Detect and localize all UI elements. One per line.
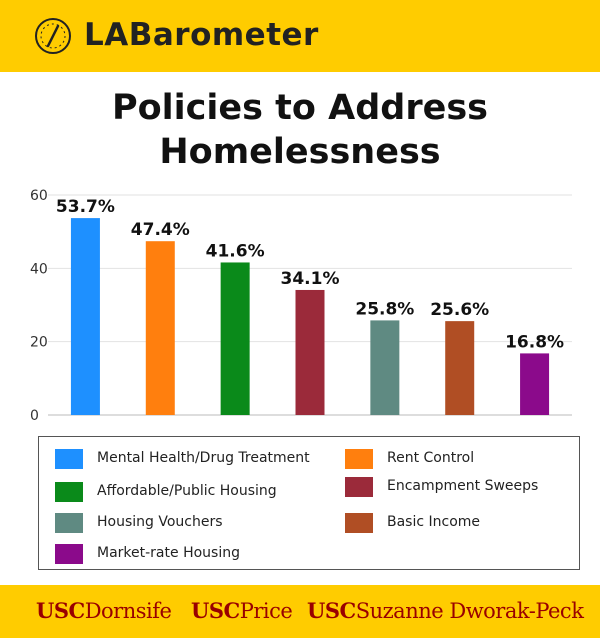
data-label: 25.8% — [355, 299, 414, 319]
legend-label: Market-rate Housing — [97, 545, 240, 561]
data-label: 25.6% — [430, 300, 489, 320]
legend-label: Housing Vouchers — [97, 514, 223, 530]
legend-label: Mental Health/Drug Treatment — [97, 450, 310, 466]
school-prefix: USC — [191, 598, 240, 623]
bar-chart: 0 20 40 60 53.7% 47.4% 41.6% 34.1% 25.8% 25.6% 16… — [30, 188, 572, 420]
school-prefix: USC — [307, 598, 356, 623]
bar-housing-vouchers — [370, 320, 400, 415]
footer-bar: USCDornsife USCPrice USCSuzanne Dworak-P… — [0, 585, 600, 638]
legend-swatch — [55, 513, 83, 533]
bar-basic-income — [445, 321, 475, 415]
data-label: 47.4% — [131, 220, 190, 240]
footer-school-dworak-peck[interactable]: USCSuzanne Dworak-Peck — [307, 598, 584, 623]
chart-title-line-2: Homelessness — [159, 132, 441, 172]
bar-mental-health-drug-treatment — [70, 218, 100, 415]
legend-swatch — [345, 449, 373, 469]
bar-affordable-public-housing — [220, 262, 250, 415]
y-tick-label: 60 — [30, 188, 48, 204]
data-label: 16.8% — [505, 332, 564, 352]
legend-label: Encampment Sweeps — [387, 478, 539, 494]
bar-market-rate-housing — [520, 353, 550, 415]
school-name: Suzanne Dworak-Peck — [355, 599, 584, 623]
school-name: Price — [239, 599, 293, 623]
header-bar: LABarometer — [0, 0, 600, 72]
y-tick-label: 0 — [30, 408, 39, 420]
chart-title-line-1: Policies to Address — [111, 88, 488, 128]
school-name: Dornsife — [84, 599, 172, 623]
school-prefix: USC — [36, 598, 85, 623]
legend-swatch — [345, 513, 373, 533]
legend-swatch — [55, 544, 83, 564]
bar-encampment-sweeps — [295, 289, 325, 415]
data-label: 41.6% — [206, 241, 265, 261]
footer-school-dornsife[interactable]: USCDornsife — [36, 598, 172, 623]
legend-swatch — [55, 449, 83, 469]
brand-name: LABarometer — [84, 17, 319, 53]
data-label: 53.7% — [56, 197, 115, 217]
footer-school-price[interactable]: USCPrice — [191, 598, 293, 623]
chart-title: Policies to Address Homelessness — [0, 86, 600, 174]
compass-icon — [35, 18, 71, 54]
y-tick-label: 20 — [30, 335, 48, 351]
legend-label: Basic Income — [387, 514, 481, 530]
legend-swatch — [55, 482, 83, 502]
y-tick-label: 40 — [30, 261, 48, 277]
legend-label: Affordable/Public Housing — [97, 483, 277, 499]
chart-legend: Mental Health/Drug Treatment Rent Control… — [38, 436, 580, 570]
data-label: 34.1% — [281, 269, 340, 289]
bar-rent-control — [145, 241, 175, 415]
legend-swatch — [345, 477, 373, 497]
legend-label: Rent Control — [387, 450, 475, 466]
